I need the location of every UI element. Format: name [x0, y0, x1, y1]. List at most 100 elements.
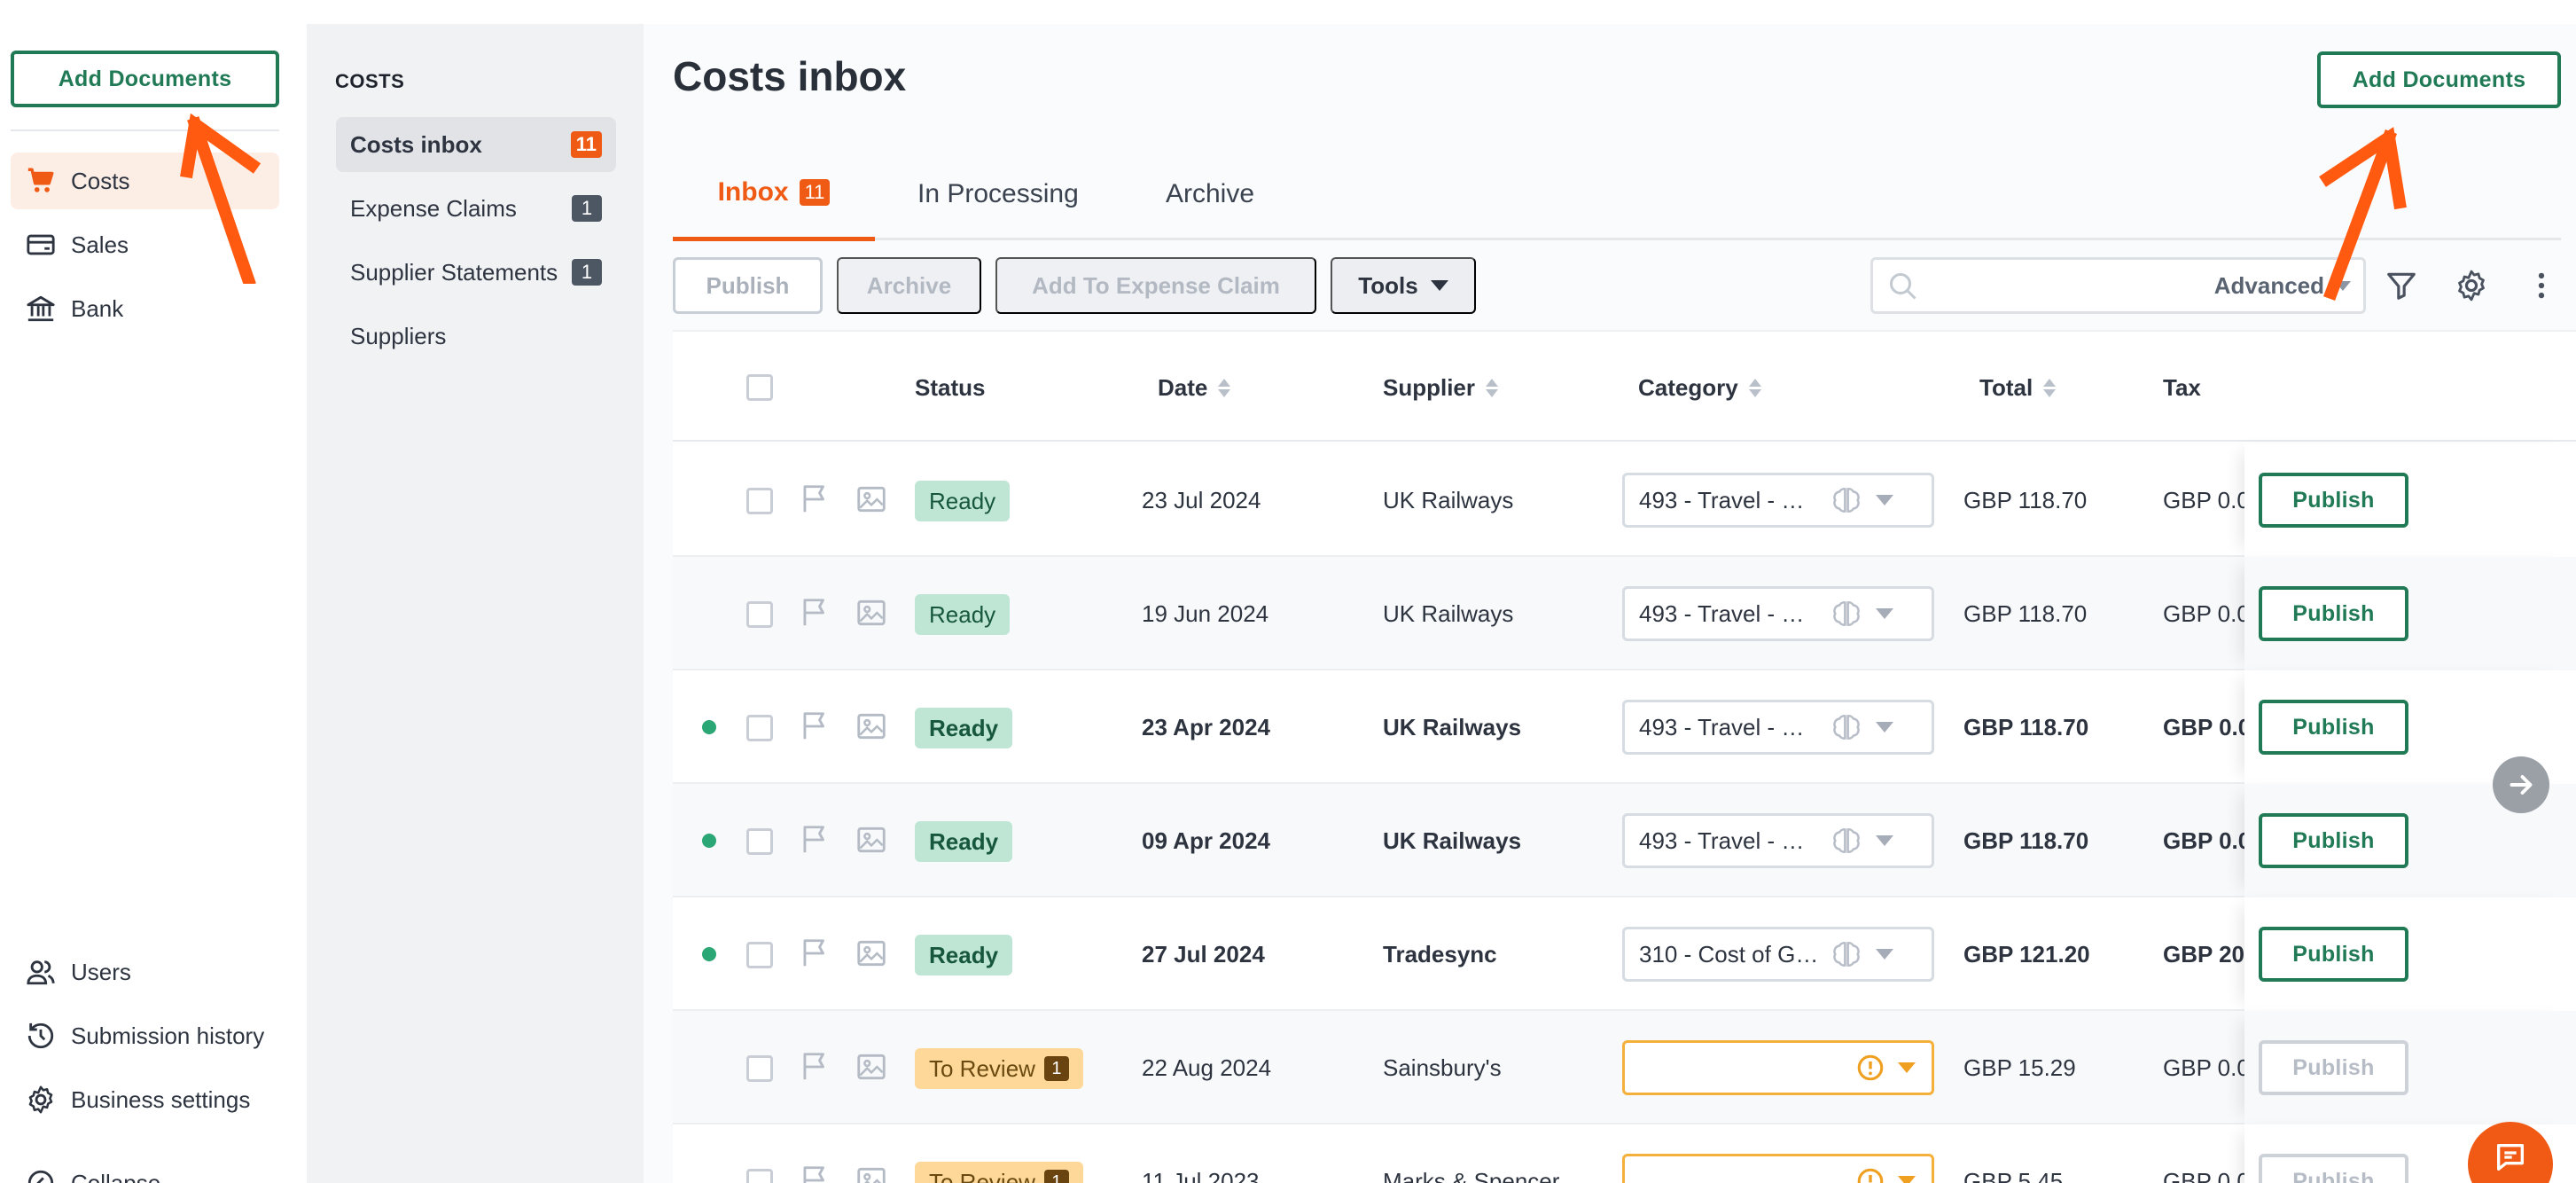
flag-icon[interactable]: [798, 1163, 831, 1183]
supplier-cell: UK Railways: [1383, 713, 1522, 740]
image-preview-icon[interactable]: [855, 823, 888, 857]
chat-support-button[interactable]: [2468, 1122, 2553, 1183]
search-input[interactable]: [1930, 265, 2196, 306]
add-documents-button[interactable]: Add Documents: [11, 51, 279, 107]
supplier-cell: Tradesync: [1383, 940, 1497, 968]
nav-item-label: Sales: [71, 231, 129, 258]
row-checkbox[interactable]: [746, 715, 773, 741]
nav-item-submission-history[interactable]: Submission history: [11, 1009, 294, 1062]
category-select[interactable]: [1622, 1040, 1934, 1095]
more-options-button[interactable]: [2520, 264, 2563, 307]
flag-icon[interactable]: [798, 482, 831, 516]
nav-item-users[interactable]: Users: [11, 945, 294, 999]
date-cell: 22 Aug 2024: [1142, 1054, 1272, 1081]
subnav-item-costs-inbox[interactable]: Costs inbox 11: [336, 117, 616, 172]
table-row[interactable]: Ready 23 Jul 2024 UK Railways 493 - Travel …: [673, 443, 2576, 557]
row-publish-button[interactable]: Publish: [2259, 473, 2408, 528]
row-publish-button[interactable]: Publish: [2259, 1154, 2408, 1183]
users-icon: [23, 954, 59, 990]
row-publish-button[interactable]: Publish: [2259, 1040, 2408, 1095]
nav-item-bank[interactable]: Bank: [11, 280, 279, 337]
subnav-item-expense-claims[interactable]: Expense Claims 1: [336, 181, 616, 236]
table-row[interactable]: To Review 1 11 Jul 2023 Marks & Spencer GBP …: [673, 1124, 2576, 1183]
image-preview-icon[interactable]: [855, 482, 888, 516]
tab-label: In Processing: [917, 179, 1079, 208]
flag-icon[interactable]: [798, 1050, 831, 1084]
image-preview-icon[interactable]: [855, 1163, 888, 1183]
column-header-status: Status: [915, 373, 986, 401]
ai-brain-icon: [1830, 824, 1863, 858]
tab-inbox[interactable]: Inbox 11: [673, 148, 875, 241]
image-preview-icon[interactable]: [855, 709, 888, 743]
tax-cell: GBP 0.0: [2163, 1054, 2250, 1081]
add-documents-button[interactable]: Add Documents: [2317, 51, 2561, 108]
column-header-category[interactable]: Category: [1638, 332, 1761, 443]
row-checkbox[interactable]: [746, 828, 773, 855]
supplier-cell: UK Railways: [1383, 486, 1514, 513]
category-value: 493 - Travel - National: [1639, 486, 1821, 513]
image-preview-icon[interactable]: [855, 936, 888, 970]
tools-label: Tools: [1358, 271, 1418, 299]
nav-item-sales[interactable]: Sales: [11, 216, 279, 273]
category-select[interactable]: 493 - Travel - National: [1622, 813, 1934, 868]
tab-archive[interactable]: Archive: [1166, 148, 1254, 240]
table-row[interactable]: To Review 1 22 Aug 2024 Sainsbury's GBP 15.2…: [673, 1011, 2576, 1124]
category-value: 493 - Travel - National: [1639, 599, 1821, 627]
flag-icon[interactable]: [798, 596, 831, 630]
image-preview-icon[interactable]: [855, 596, 888, 630]
row-checkbox[interactable]: [746, 1169, 773, 1183]
subnav-item-suppliers[interactable]: Suppliers: [336, 309, 616, 364]
category-value: 493 - Travel - National: [1639, 713, 1821, 740]
flag-icon[interactable]: [798, 709, 831, 743]
scroll-right-button[interactable]: [2493, 756, 2549, 813]
column-header-supplier[interactable]: Supplier: [1383, 332, 1499, 443]
archive-button[interactable]: Archive: [837, 257, 981, 314]
publish-cell: Publish: [2244, 670, 2576, 784]
ai-brain-icon: [1830, 483, 1863, 517]
category-select[interactable]: 310 - Cost of Goods Sold: [1622, 927, 1934, 982]
tools-dropdown[interactable]: Tools: [1331, 257, 1476, 314]
category-select[interactable]: 493 - Travel - National: [1622, 473, 1934, 528]
publish-button[interactable]: Publish: [673, 257, 823, 314]
category-select[interactable]: 493 - Travel - National: [1622, 586, 1934, 641]
subnav-item-supplier-statements[interactable]: Supplier Statements 1: [336, 245, 616, 300]
costs-subnav: COSTS Costs inbox 11 Expense Claims 1 Su…: [307, 24, 644, 1183]
table-row[interactable]: Ready 23 Apr 2024 UK Railways 493 - Travel …: [673, 670, 2576, 784]
image-preview-icon[interactable]: [855, 1050, 888, 1084]
category-select[interactable]: 493 - Travel - National: [1622, 700, 1934, 755]
collapse-icon: [23, 1165, 59, 1183]
column-header-total[interactable]: Total: [1979, 332, 2057, 443]
advanced-search-dropdown[interactable]: Advanced: [2214, 260, 2351, 311]
chevron-down-icon: [1876, 949, 1893, 960]
row-checkbox[interactable]: [746, 1055, 773, 1082]
subnav-item-label: Suppliers: [350, 322, 447, 349]
nav-item-costs[interactable]: Costs: [11, 153, 279, 209]
column-header-date[interactable]: Date: [1158, 332, 1231, 443]
select-all-checkbox[interactable]: [746, 374, 773, 401]
row-publish-button[interactable]: Publish: [2259, 700, 2408, 755]
nav-item-business-settings[interactable]: Business settings: [11, 1073, 294, 1126]
total-cell: GBP 118.70: [1963, 713, 2089, 740]
table-row[interactable]: Ready 27 Jul 2024 Tradesync 310 - Cost of G…: [673, 897, 2576, 1011]
row-publish-button[interactable]: Publish: [2259, 586, 2408, 641]
category-select[interactable]: [1622, 1154, 1934, 1183]
row-publish-button[interactable]: Publish: [2259, 813, 2408, 868]
row-publish-button[interactable]: Publish: [2259, 927, 2408, 982]
chevron-down-icon: [1430, 280, 1448, 291]
tax-cell: GBP 20.: [2163, 940, 2252, 968]
table-row[interactable]: Ready 09 Apr 2024 UK Railways 493 - Travel …: [673, 784, 2576, 897]
nav-item-collapse[interactable]: Collapse: [11, 1156, 294, 1183]
row-checkbox[interactable]: [746, 601, 773, 628]
row-checkbox[interactable]: [746, 942, 773, 968]
settings-button[interactable]: [2450, 264, 2493, 307]
row-checkbox[interactable]: [746, 488, 773, 514]
table-row[interactable]: Ready 19 Jun 2024 UK Railways 493 - Travel …: [673, 557, 2576, 670]
status-badge: Ready: [915, 481, 1011, 521]
add-to-expense-claim-button[interactable]: Add To Expense Claim: [995, 257, 1316, 314]
chevron-down-icon: [2335, 280, 2351, 291]
filter-button[interactable]: [2380, 264, 2423, 307]
tab-in-processing[interactable]: In Processing: [917, 148, 1079, 240]
flag-icon[interactable]: [798, 823, 831, 857]
publish-cell: Publish: [2244, 897, 2576, 1011]
flag-icon[interactable]: [798, 936, 831, 970]
